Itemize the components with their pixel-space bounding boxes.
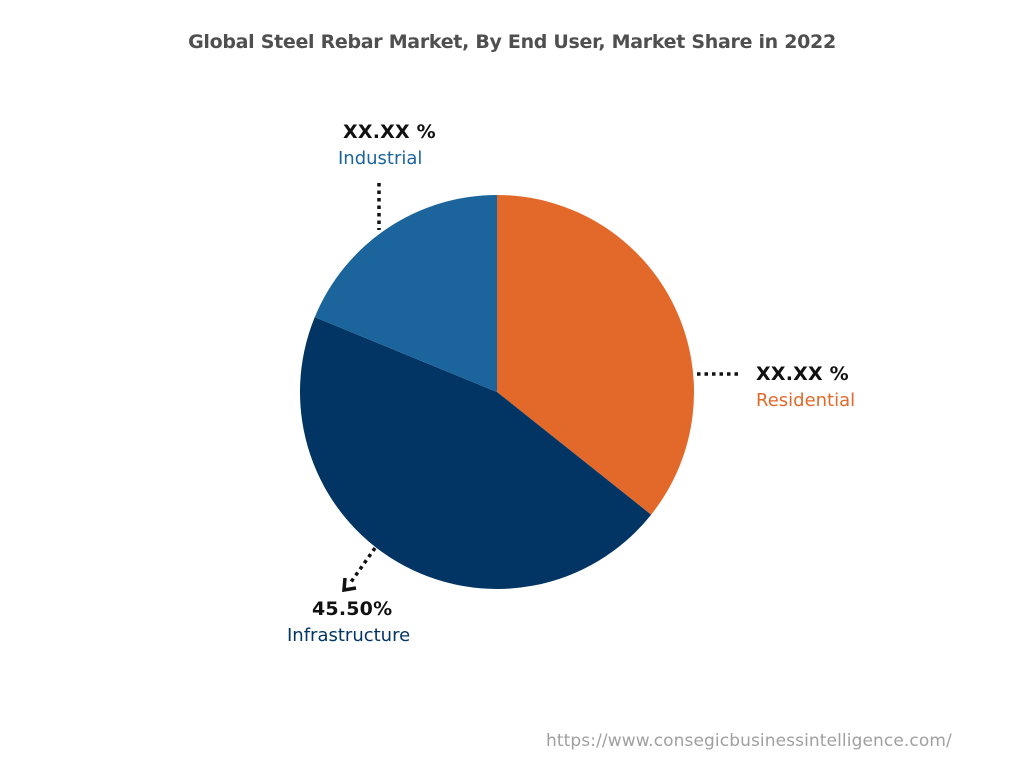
infrastructure-label: 45.50% (312, 598, 392, 620)
residential-label: XX.XX % Residential (756, 363, 855, 411)
pie-slice-infrastructure (300, 317, 652, 589)
pie-slices (300, 195, 694, 589)
residential-name: Residential (756, 390, 856, 411)
industrial-percent: XX.XX % (343, 121, 436, 143)
pie-slice-residential (497, 195, 694, 515)
industrial-label: XX.XX % (343, 121, 436, 143)
industrial-name: Industrial (338, 148, 423, 169)
infrastructure-name: Infrastructure (287, 625, 411, 646)
source-url: https://www.consegicbusinessintelligence… (546, 731, 952, 751)
infrastructure-leader-line (349, 546, 377, 584)
industrial-category: Industrial (338, 148, 422, 169)
pie-slice-industrial (314, 195, 497, 392)
infrastructure-percent: 45.50% (312, 598, 393, 620)
residential-percent: XX.XX % (756, 363, 849, 385)
chart-title: Global Steel Rebar Market, By End User, … (188, 31, 836, 53)
infrastructure-arrow-icon (342, 577, 357, 593)
infrastructure-category: Infrastructure (287, 625, 410, 646)
